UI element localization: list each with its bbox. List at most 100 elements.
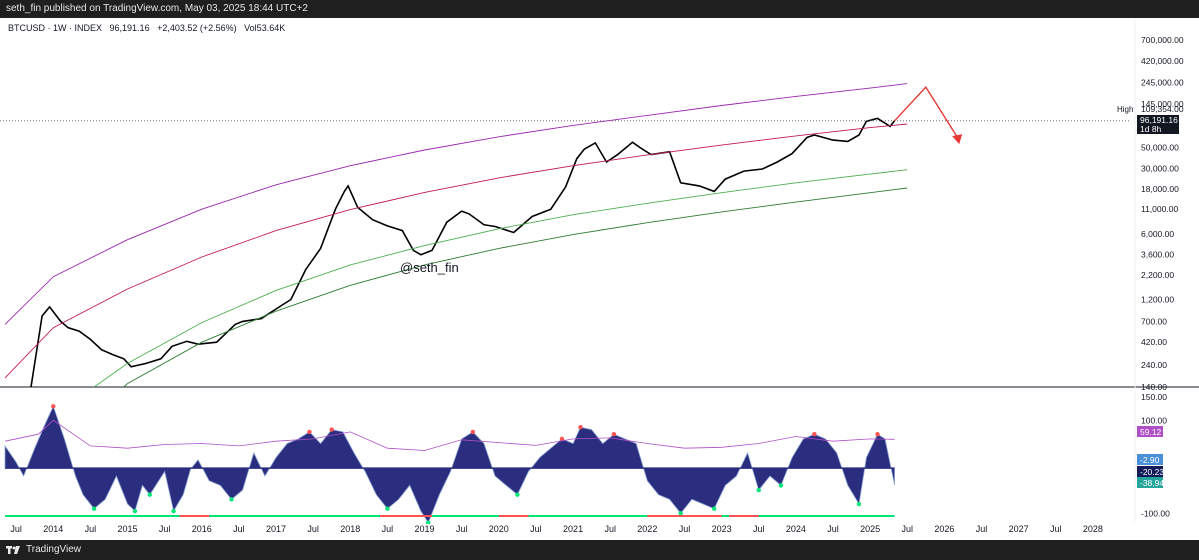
osc-tick-label-1: 100.00: [1141, 415, 1167, 425]
osc-trough-marker: [678, 511, 683, 516]
time-tick-label-7: 2017: [266, 524, 286, 534]
time-tick-label-8: Jul: [307, 524, 319, 534]
countdown-value: 1d 8h: [1140, 124, 1162, 134]
osc-peak-marker: [470, 429, 476, 435]
time-tick-label-14: Jul: [530, 524, 542, 534]
time-tick-label-15: 2021: [563, 524, 583, 534]
time-tick-label-1: 2014: [43, 524, 63, 534]
time-tick-label-5: 2016: [192, 524, 212, 534]
osc-peak-marker: [611, 432, 617, 437]
time-axis[interactable]: Jul 2014 Jul 2015 Jul 2016 Jul 2017 Jul 2018 Jul 20…: [10, 524, 1103, 534]
osc-trough-marker: [711, 506, 717, 511]
osc-trough-marker: [426, 520, 431, 524]
band-line-4: [123, 187, 908, 387]
osc-value-3: -20.23: [1140, 467, 1164, 477]
time-tick-label-29: 2028: [1083, 524, 1103, 534]
osc-trough-marker: [778, 483, 784, 488]
projection-arrow: [894, 85, 960, 141]
price-tick-label-8: 11,000.00: [1141, 204, 1178, 214]
symbol-volume: Vol53.64K: [244, 23, 285, 33]
osc-trough-marker: [515, 492, 520, 497]
chart-area[interactable]: BTCUSD · 1W · INDEX 96,191.16 +2,403.52 …: [0, 18, 1199, 540]
osc-trough-marker: [132, 508, 138, 514]
osc-tick-label-0: 150.00: [1141, 392, 1167, 402]
osc-peak-marker: [812, 432, 817, 437]
footer-brand: TradingView: [26, 544, 82, 555]
price-tick-label-6: 30,000.00: [1141, 163, 1179, 173]
price-tick-label-1: 700,000.00: [1141, 35, 1184, 45]
osc-peak-marker: [51, 404, 56, 409]
oscillator-area: [4, 405, 895, 524]
time-tick-label-12: Jul: [456, 524, 468, 534]
osc-trough-marker: [385, 506, 390, 511]
time-tick-label-4: Jul: [159, 524, 171, 534]
time-tick-label-24: Jul: [901, 524, 913, 534]
time-tick-label-22: Jul: [827, 524, 839, 534]
osc-peak-marker: [559, 436, 565, 442]
osc-value-2: -2.90: [1140, 455, 1160, 465]
time-tick-label-25: 2026: [934, 524, 954, 534]
last-price-value: 96,191.16: [1140, 115, 1178, 125]
osc-trough-marker: [147, 492, 153, 497]
time-tick-label-3: 2015: [118, 524, 138, 534]
symbol-title: BTCUSD · 1W · INDEX: [8, 23, 102, 33]
price-tick-label-11: 2,200.00: [1141, 270, 1174, 280]
band-line-3: [93, 169, 908, 387]
published-text: seth_fin published on TradingView.com, M…: [6, 3, 308, 14]
watermark-text: @seth_fin: [400, 260, 459, 275]
band-line-2: [4, 123, 908, 379]
osc-peak-marker: [307, 429, 312, 435]
price-axis[interactable]: 700,000.00 420,000.00 245,000.00 145,000.00…: [1141, 35, 1184, 392]
osc-value-1: 59.12: [1140, 427, 1162, 437]
osc-trough-marker: [856, 501, 862, 507]
projection-arrowhead: [952, 134, 963, 145]
price-tick-label-5: 50,000.00: [1141, 142, 1179, 152]
band-line-1: [4, 83, 908, 325]
symbol-change: +2,403.52 (+2.56%): [157, 23, 237, 33]
time-tick-label-19: 2023: [712, 524, 732, 534]
time-tick-label-27: 2027: [1009, 524, 1029, 534]
price-tick-label-14: 420.00: [1141, 337, 1167, 347]
oscillator-axis[interactable]: 150.00 100.00 -100.00: [1141, 392, 1170, 518]
tradingview-logo-icon: [6, 546, 20, 554]
osc-tag-4: [1137, 477, 1163, 488]
tradingview-footer: TradingView: [0, 540, 1199, 560]
time-tick-label-10: Jul: [382, 524, 394, 534]
osc-peak-marker: [329, 427, 334, 432]
osc-trough-marker: [91, 506, 97, 511]
time-tick-label-23: 2025: [860, 524, 880, 534]
time-tick-label-9: 2018: [340, 524, 360, 534]
osc-value-4: -38.94: [1140, 478, 1164, 488]
time-tick-label-18: Jul: [679, 524, 691, 534]
high-label: High: [1117, 105, 1133, 114]
time-tick-label-6: Jul: [233, 524, 245, 534]
price-tick-label-13: 700.00: [1141, 316, 1167, 326]
time-tick-label-28: Jul: [1050, 524, 1062, 534]
time-tick-label-11: 2019: [415, 524, 435, 534]
chart-svg[interactable]: BTCUSD · 1W · INDEX 96,191.16 +2,403.52 …: [0, 18, 1199, 540]
price-pane[interactable]: [0, 83, 1130, 394]
time-tick-label-16: Jul: [604, 524, 616, 534]
published-header: seth_fin published on TradingView.com, M…: [0, 0, 1199, 18]
time-tick-label-21: 2024: [786, 524, 806, 534]
price-series-line: [28, 117, 896, 387]
time-tick-label-0: Jul: [10, 524, 22, 534]
price-tick-label-15: 240.00: [1141, 360, 1167, 370]
oscillator-pane[interactable]: [4, 404, 895, 525]
osc-peak-marker: [875, 432, 880, 437]
time-tick-label-20: Jul: [753, 524, 765, 534]
osc-tag-2: [1137, 454, 1163, 465]
price-tick-label-9: 6,000.00: [1141, 229, 1174, 239]
price-tick-label-4: 145,000.00: [1141, 99, 1184, 109]
price-tick-label-7: 18,000.00: [1141, 184, 1179, 194]
price-tick-label-3: 245,000.00: [1141, 78, 1184, 88]
price-tick-label-16: 140.00: [1141, 382, 1167, 392]
last-price-tag: [1137, 115, 1179, 134]
osc-trough-marker: [229, 497, 234, 502]
price-tick-label-10: 3,600.00: [1141, 250, 1174, 260]
osc-trough-marker: [171, 508, 176, 514]
time-tick-label-2: Jul: [85, 524, 97, 534]
symbol-last: 96,191.16: [110, 23, 150, 33]
oscillator-signal-line: [4, 419, 895, 451]
